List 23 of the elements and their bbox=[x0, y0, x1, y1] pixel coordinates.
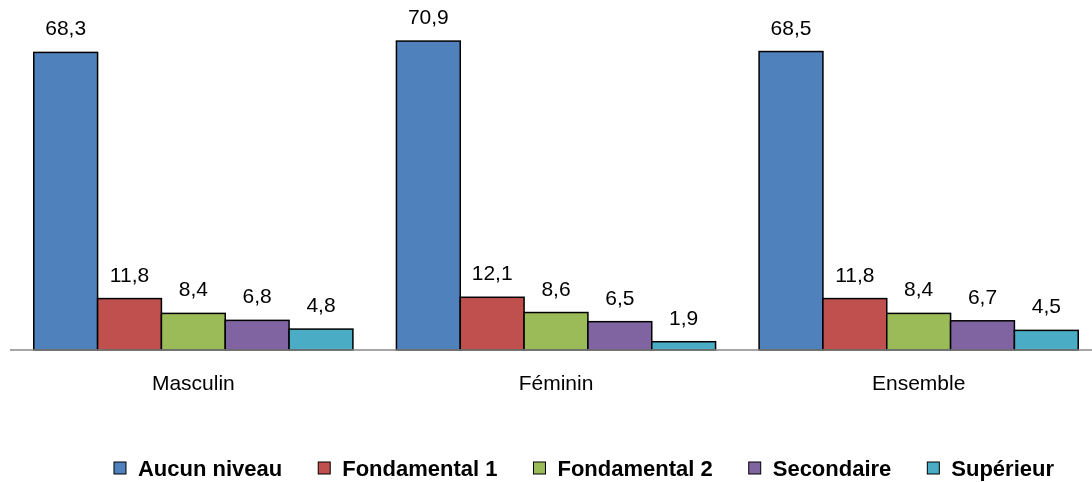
data-label: 4,8 bbox=[306, 293, 336, 317]
data-label: 8,4 bbox=[904, 277, 934, 301]
x-tick-label: Masculin bbox=[151, 371, 235, 394]
legend-label: Secondaire bbox=[772, 455, 892, 481]
legend-label: Fondamental 2 bbox=[557, 455, 713, 481]
data-label: 6,8 bbox=[242, 284, 272, 308]
data-label: 70,9 bbox=[407, 5, 449, 29]
legend-label: Supérieur bbox=[951, 455, 1055, 481]
legend-label: Fondamental 1 bbox=[342, 455, 498, 481]
data-label: 6,5 bbox=[605, 285, 635, 309]
data-label: 1,9 bbox=[669, 305, 699, 329]
data-label: 68,5 bbox=[770, 15, 812, 39]
x-tick-label: Féminin bbox=[518, 371, 594, 394]
data-label: 8,6 bbox=[541, 276, 571, 300]
data-label: 11,8 bbox=[835, 262, 875, 286]
legend-label: Aucun niveau bbox=[137, 455, 283, 481]
data-label: 68,3 bbox=[45, 16, 87, 40]
data-label: 12,1 bbox=[471, 261, 513, 285]
data-label: 4,5 bbox=[1031, 294, 1061, 318]
x-tick-label: Ensemble bbox=[871, 371, 966, 394]
data-label: 11,8 bbox=[109, 262, 150, 286]
data-label: 6,7 bbox=[967, 284, 998, 308]
data-label: 8,4 bbox=[178, 277, 209, 301]
